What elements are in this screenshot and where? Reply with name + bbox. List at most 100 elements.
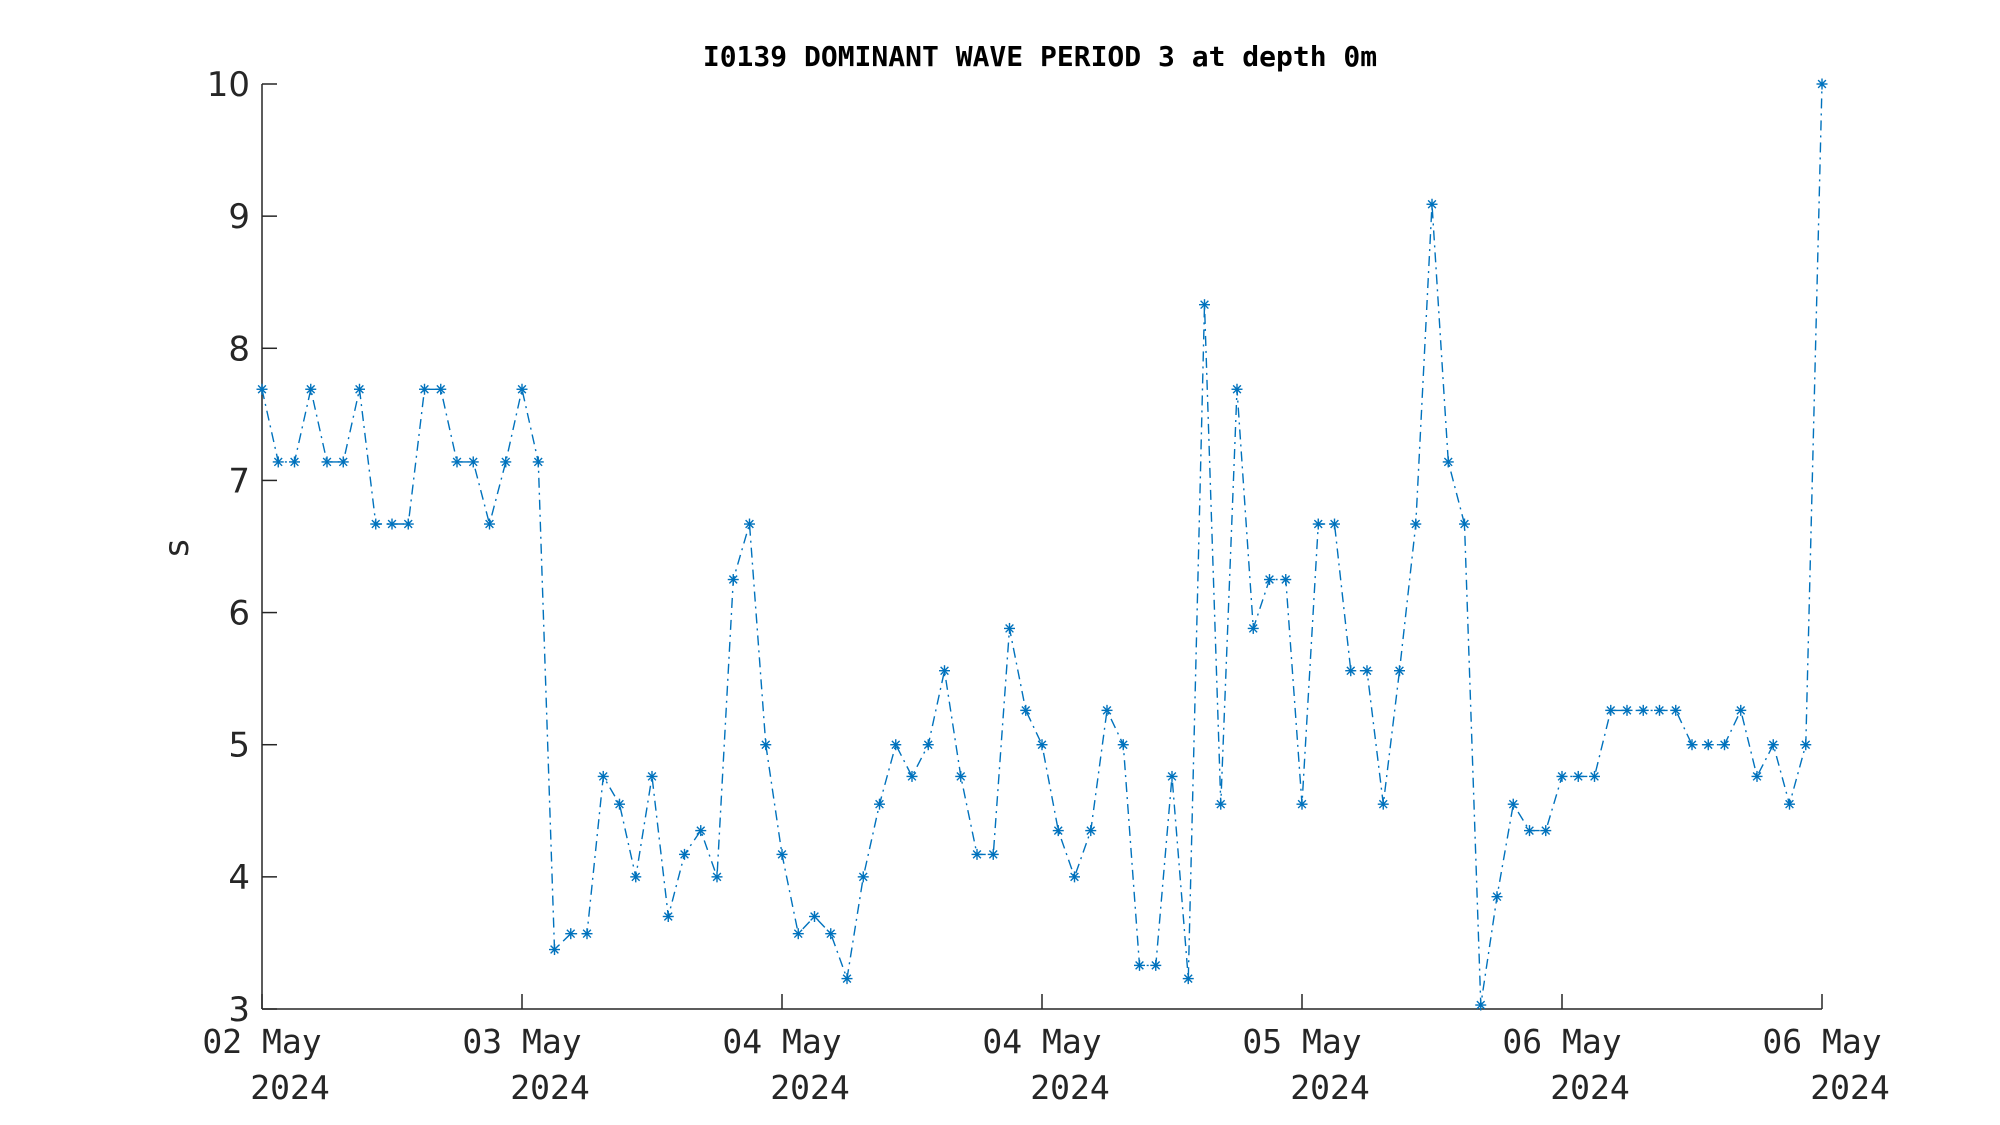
y-axis-label: s [157,539,197,557]
data-point [1751,770,1763,782]
data-point [289,456,300,468]
data-point [500,456,512,468]
y-tick-label: 9 [228,197,250,237]
data-point [549,944,560,956]
data-point [565,928,577,940]
data-point [841,973,853,985]
data-point [1507,798,1519,810]
data-point [1426,198,1438,210]
x-tick-label: 06 May 2024 [1762,1022,1889,1107]
data-point [1069,871,1080,883]
data-point [386,518,398,530]
data-point [1150,959,1162,971]
chart-title: I0139 DOMINANT WAVE PERIOD 3 at depth 0m [703,40,1377,73]
data-point [1280,574,1292,586]
data-point [1719,739,1730,751]
data-point [1264,574,1275,586]
data-point [1199,299,1210,311]
data-point [857,871,869,883]
data-point [1247,622,1259,634]
data-point [711,871,723,883]
y-tick-label: 8 [228,329,250,369]
x-tick-label: 03 May 2024 [462,1022,589,1107]
data-point [1475,999,1487,1011]
y-tick-label: 10 [207,65,250,105]
data-point [1686,739,1698,751]
data-point [1052,825,1064,837]
data-point [402,518,414,530]
data-point [1004,622,1015,634]
data-point [614,798,625,810]
data-point [1394,665,1405,677]
y-tick-label: 3 [228,990,250,1030]
data-point [1215,798,1227,810]
data-point [354,383,365,395]
data-point [1605,704,1617,716]
data-point [646,770,658,782]
x-tick-label: 06 May 2024 [1502,1022,1629,1107]
data-point [597,770,609,782]
data-point [1312,518,1324,530]
data-point [1572,770,1584,782]
data-point [1702,739,1714,751]
data-point [1231,383,1243,395]
data-point [776,848,788,860]
data-point [1085,825,1097,837]
data-point [744,518,755,530]
data-point [1117,739,1129,751]
data-point [305,383,317,395]
data-point [1654,704,1665,716]
data-point [1361,665,1373,677]
data-point [1182,973,1194,985]
data-point [695,825,707,837]
data-point [1134,959,1145,971]
data-point [1101,704,1113,716]
data-point [419,383,430,395]
data-point [1556,770,1568,782]
data-point [955,770,967,782]
data-point [484,518,495,530]
data-point [272,456,284,468]
data-point [1377,798,1389,810]
data-point [662,911,674,922]
data-point [1540,825,1552,837]
data-point [1735,704,1747,716]
data-point [467,456,479,468]
x-tick-label: 04 May 2024 [982,1022,1109,1107]
data-point [890,739,902,751]
data-point [630,871,642,883]
data-point [370,518,382,530]
data-point [1329,518,1340,530]
data-point [906,770,918,782]
data-point [987,848,999,860]
y-tick-label: 4 [228,858,250,898]
data-point [1621,704,1633,716]
data-point [1784,798,1795,810]
data-point [337,456,349,468]
data-point [532,456,544,468]
data-point [1589,770,1600,782]
y-tick-label: 5 [228,726,250,766]
data-point [792,928,804,940]
data-point [922,739,934,751]
data-point [1491,891,1503,903]
x-tick-label: 05 May 2024 [1242,1022,1369,1107]
data-point [1637,704,1649,716]
data-point [760,739,772,751]
series [256,78,1828,1011]
x-tick-label: 02 May 2024 [202,1022,329,1107]
data-point [939,665,950,677]
x-tick-label: 04 May 2024 [722,1022,849,1107]
data-point [1166,770,1178,782]
data-point [516,383,528,395]
y-tick-label: 6 [228,594,250,634]
data-point [874,798,885,810]
data-point [435,383,447,395]
data-point [581,928,593,940]
data-point [1524,825,1535,837]
data-point [1816,78,1828,90]
data-point [1442,456,1454,468]
data-point [809,911,820,922]
data-point [1459,518,1470,530]
